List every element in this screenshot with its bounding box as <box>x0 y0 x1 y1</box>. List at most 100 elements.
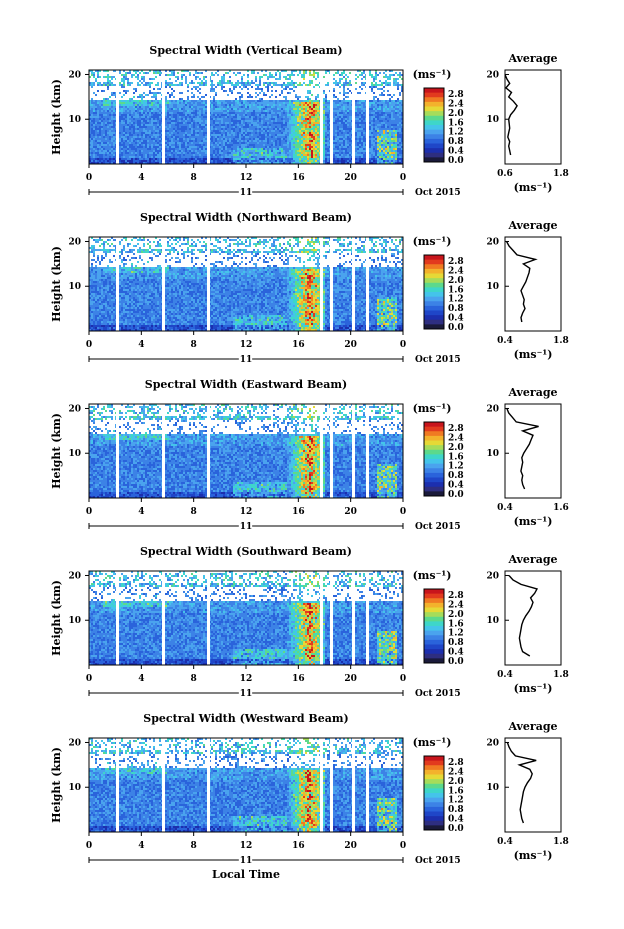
heatmap-cell <box>267 122 269 124</box>
heatmap-cell <box>269 74 271 76</box>
heatmap-cell <box>195 86 197 88</box>
heatmap-cell <box>275 78 277 80</box>
heatmap-cell <box>135 132 137 134</box>
heatmap-cell <box>129 120 131 122</box>
heatmap-cell <box>133 116 135 118</box>
heatmap-cell <box>145 132 147 134</box>
heatmap-cell <box>247 118 249 120</box>
heatmap-cell <box>241 96 243 98</box>
heatmap-cell <box>101 102 103 104</box>
heatmap-cell <box>271 122 273 124</box>
heatmap-cell <box>189 138 191 140</box>
heatmap-cell <box>127 122 129 124</box>
heatmap-cell <box>227 116 229 118</box>
heatmap-cell <box>119 122 121 124</box>
heatmap-cell <box>341 142 343 144</box>
heatmap-cell <box>167 124 169 126</box>
heatmap-cell <box>147 112 149 114</box>
heatmap-cell <box>215 156 217 158</box>
heatmap-cell <box>225 72 227 74</box>
heatmap-cell <box>191 138 193 140</box>
heatmap-cell <box>171 114 173 116</box>
heatmap-cell <box>155 146 157 148</box>
heatmap-cell <box>261 122 263 124</box>
heatmap-cell <box>297 138 299 140</box>
heatmap-cell <box>121 122 123 124</box>
heatmap-cell <box>243 138 245 140</box>
heatmap-cell <box>133 158 135 160</box>
heatmap-cell <box>91 138 93 140</box>
heatmap-cell <box>165 110 167 112</box>
heatmap-cell <box>233 134 235 136</box>
heatmap-cell <box>107 98 109 100</box>
heatmap-cell <box>299 160 301 162</box>
heatmap-cell <box>289 140 291 142</box>
heatmap-cell <box>343 86 345 88</box>
heatmap-cell <box>165 86 167 88</box>
heatmap-cell <box>103 138 105 140</box>
heatmap-cell <box>145 146 147 148</box>
heatmap-cell <box>267 112 269 114</box>
heatmap-cell <box>305 144 307 146</box>
heatmap-cell <box>121 148 123 150</box>
heatmap-cell <box>339 82 341 84</box>
heatmap-cell <box>255 106 257 108</box>
heatmap-cell <box>137 120 139 122</box>
heatmap-cell <box>123 106 125 108</box>
heatmap-cell <box>189 128 191 130</box>
heatmap-cell <box>175 146 177 148</box>
heatmap-cell <box>279 148 281 150</box>
heatmap-cell <box>147 100 149 102</box>
heatmap-cell <box>189 154 191 156</box>
heatmap-cell <box>191 154 193 156</box>
heatmap-cell <box>219 120 221 122</box>
heatmap-cell <box>333 120 335 122</box>
heatmap-cell <box>105 146 107 148</box>
heatmap-cell <box>337 82 339 84</box>
heatmap-cell <box>121 150 123 152</box>
heatmap-cell <box>285 158 287 160</box>
heatmap-cell <box>269 146 271 148</box>
heatmap-cell <box>333 122 335 124</box>
heatmap-cell <box>343 92 345 94</box>
heatmap-cell <box>251 154 253 156</box>
heatmap-cell <box>127 132 129 134</box>
heatmap-cell <box>221 152 223 154</box>
heatmap-cell <box>197 72 199 74</box>
heatmap-cell <box>249 124 251 126</box>
heatmap-cell <box>95 134 97 136</box>
heatmap-cell <box>245 146 247 148</box>
heatmap-cell <box>255 116 257 118</box>
heatmap-cell <box>337 124 339 126</box>
heatmap-cell <box>103 112 105 114</box>
heatmap-cell <box>243 156 245 158</box>
heatmap-cell <box>137 144 139 146</box>
heatmap-cell <box>325 148 327 150</box>
heatmap-cell <box>343 82 345 84</box>
heatmap-cell <box>349 84 351 86</box>
heatmap-cell <box>339 74 341 76</box>
heatmap-cell <box>155 136 157 138</box>
heatmap-cell <box>217 134 219 136</box>
heatmap-cell <box>289 84 291 86</box>
heatmap-cell <box>255 140 257 142</box>
heatmap-cell <box>343 122 345 124</box>
heatmap-cell <box>95 106 97 108</box>
heatmap-cell <box>335 132 337 134</box>
heatmap-cell <box>113 132 115 134</box>
heatmap-cell <box>297 134 299 136</box>
heatmap-cell <box>195 128 197 130</box>
heatmap-cell <box>171 92 173 94</box>
heatmap-cell <box>119 120 121 122</box>
heatmap-cell <box>327 120 329 122</box>
heatmap-cell <box>303 74 305 76</box>
heatmap-cell <box>265 82 267 84</box>
heatmap-cell <box>197 126 199 128</box>
heatmap-cell <box>145 84 147 86</box>
heatmap-cell <box>175 126 177 128</box>
heatmap-cell <box>139 140 141 142</box>
heatmap-cell <box>297 104 299 106</box>
heatmap-cell <box>237 112 239 114</box>
heatmap-cell <box>183 118 185 120</box>
heatmap-cell <box>151 148 153 150</box>
